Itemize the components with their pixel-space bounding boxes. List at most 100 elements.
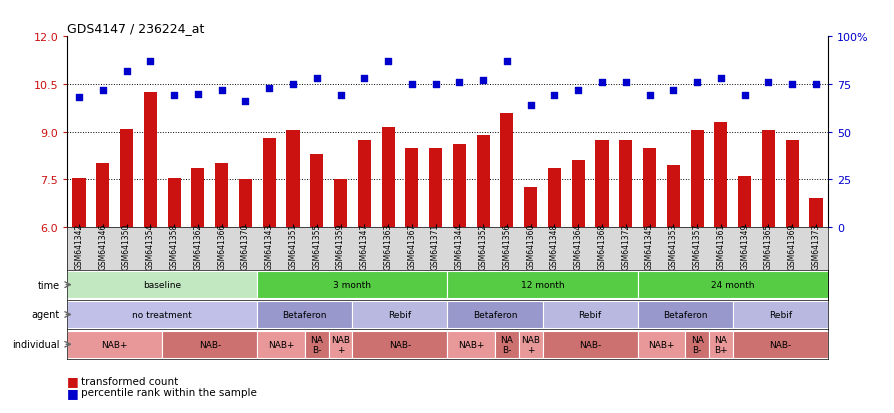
Point — [523, 102, 537, 109]
Bar — [637, 271, 827, 299]
Text: NAB-: NAB- — [768, 340, 790, 349]
Point — [285, 81, 299, 88]
Bar — [262, 139, 275, 228]
Bar — [685, 331, 708, 358]
Bar — [257, 301, 352, 328]
Bar — [637, 301, 732, 328]
Text: Betaferon: Betaferon — [662, 310, 706, 319]
Text: individual: individual — [12, 339, 59, 349]
Point — [357, 76, 371, 82]
Point — [570, 87, 585, 94]
Text: NA
B-: NA B- — [690, 335, 703, 354]
Text: NAB
+: NAB + — [331, 335, 350, 354]
Text: NAB-: NAB- — [578, 340, 601, 349]
Bar — [477, 135, 489, 228]
Text: no treatment: no treatment — [132, 310, 192, 319]
Point — [167, 93, 181, 100]
Bar — [808, 199, 822, 228]
Text: NA
B+: NA B+ — [713, 335, 727, 354]
Bar — [519, 331, 542, 358]
Point — [808, 81, 822, 88]
Bar — [257, 331, 305, 358]
Bar — [452, 145, 466, 228]
Point — [119, 68, 133, 75]
Bar — [144, 93, 156, 228]
Bar — [286, 131, 299, 228]
Bar — [358, 140, 370, 228]
Bar — [328, 331, 352, 358]
Text: 24 month: 24 month — [710, 280, 754, 290]
Bar — [732, 301, 827, 328]
Bar — [542, 301, 637, 328]
Text: NAB+: NAB+ — [458, 340, 484, 349]
Point — [595, 80, 609, 86]
Bar — [619, 140, 632, 228]
Bar — [542, 331, 637, 358]
Bar — [428, 148, 442, 228]
Bar — [447, 301, 542, 328]
Point — [499, 59, 513, 65]
Bar — [67, 331, 162, 358]
Bar — [72, 178, 86, 228]
Text: Rebif: Rebif — [388, 310, 411, 319]
Point — [737, 93, 751, 100]
Bar — [447, 331, 494, 358]
Bar — [547, 169, 561, 228]
Bar — [381, 128, 394, 228]
Bar — [571, 161, 584, 228]
Bar — [333, 180, 347, 228]
Text: ■: ■ — [67, 374, 83, 387]
Bar — [447, 271, 637, 299]
Text: Rebif: Rebif — [768, 310, 791, 319]
Bar — [708, 331, 732, 358]
Bar — [97, 164, 109, 228]
Bar — [637, 331, 685, 358]
Point — [784, 81, 798, 88]
Point — [761, 80, 775, 86]
Point — [333, 93, 347, 100]
Bar — [524, 188, 536, 228]
Bar — [785, 140, 797, 228]
Text: Betaferon: Betaferon — [283, 310, 326, 319]
Bar — [595, 140, 608, 228]
Bar — [257, 271, 447, 299]
Bar — [67, 301, 257, 328]
Text: NA
B-: NA B- — [500, 335, 513, 354]
Bar — [500, 113, 513, 228]
Bar — [642, 148, 655, 228]
Point — [190, 91, 205, 97]
Point — [618, 80, 632, 86]
Point — [428, 81, 443, 88]
Text: Rebif: Rebif — [578, 310, 601, 319]
Point — [309, 76, 324, 82]
Point — [96, 87, 110, 94]
Bar — [494, 331, 519, 358]
Bar — [120, 129, 133, 228]
Text: GDS4147 / 236224_at: GDS4147 / 236224_at — [67, 21, 204, 35]
Bar — [239, 180, 252, 228]
Point — [143, 59, 157, 65]
Point — [215, 87, 229, 94]
Text: ■: ■ — [67, 386, 83, 399]
Bar — [738, 177, 750, 228]
Bar — [352, 331, 447, 358]
Text: time: time — [38, 280, 59, 290]
Text: Betaferon: Betaferon — [472, 310, 517, 319]
Bar — [305, 331, 328, 358]
Text: NAB-: NAB- — [198, 340, 221, 349]
Bar — [732, 331, 827, 358]
Text: transformed count: transformed count — [81, 376, 179, 386]
Bar — [215, 164, 228, 228]
Text: 3 month: 3 month — [333, 280, 371, 290]
Bar — [761, 131, 774, 228]
Point — [476, 78, 490, 84]
Bar — [713, 123, 727, 228]
Text: NAB+: NAB+ — [647, 340, 674, 349]
Text: agent: agent — [31, 310, 59, 320]
Point — [381, 59, 395, 65]
Bar — [405, 148, 417, 228]
Bar — [352, 301, 447, 328]
Text: 12 month: 12 month — [520, 280, 564, 290]
Point — [547, 93, 561, 100]
Bar — [666, 166, 679, 228]
